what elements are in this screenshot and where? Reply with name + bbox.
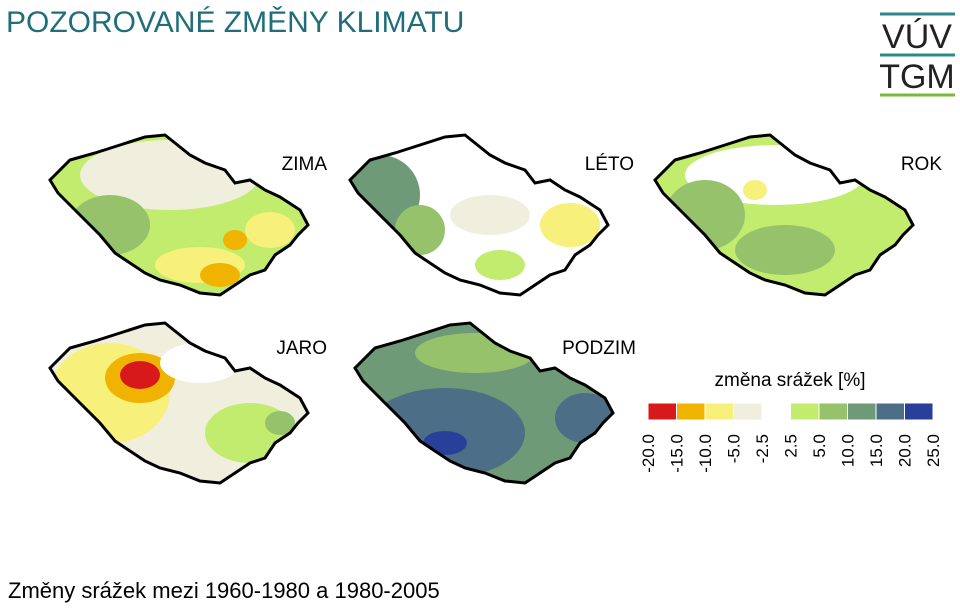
logo-text: VÚV [882,18,952,56]
logo-text: TGM [879,58,955,96]
legend-swatch [790,402,820,421]
legend-title: změna srážek [%] [715,370,866,391]
legend-tick-label: 25.0 [924,434,943,467]
legend-swatch [704,402,734,421]
legend-swatch [676,402,706,421]
legend-swatch [733,402,763,421]
map [348,133,610,297]
legend-tick-label: 5.0 [810,434,829,458]
legend-swatch [647,402,677,421]
map-label: JARO [276,338,327,359]
caption: Změny srážek mezi 1960-1980 a 1980-2005 [8,578,440,603]
legend-tick-label: -2.5 [753,434,772,463]
legend-tick-label: -15.0 [668,434,687,473]
legend-tick-label: -20.0 [639,434,658,473]
legend-swatch [818,402,848,421]
title: POZOROVANÉ ZMĚNY KLIMATU [6,6,464,39]
legend-tick-label: -10.0 [696,434,715,473]
legend-tick-label: -5.0 [725,434,744,463]
legend-tick-label: 10.0 [839,434,858,467]
map-label: PODZIM [562,338,636,359]
map [653,133,915,297]
map [48,133,310,297]
legend-tick-label: 15.0 [867,434,886,467]
legend: -20.0 -15.0 -10.0 -5.0 -2.5 2.5 5.0 10.0 15.0 20.… [639,402,943,473]
map-label: ROK [901,154,943,175]
map [48,321,310,485]
legend-swatch [847,402,877,421]
map-label: LÉTO [585,154,634,175]
legend-swatch [875,402,905,421]
legend-swatch [761,402,791,421]
legend-tick-label: 2.5 [782,434,801,458]
logo: VÚV TGM [879,12,955,97]
legend-swatch [904,402,934,421]
legend-tick-label: 20.0 [896,434,915,467]
map-label: ZIMA [282,154,328,175]
